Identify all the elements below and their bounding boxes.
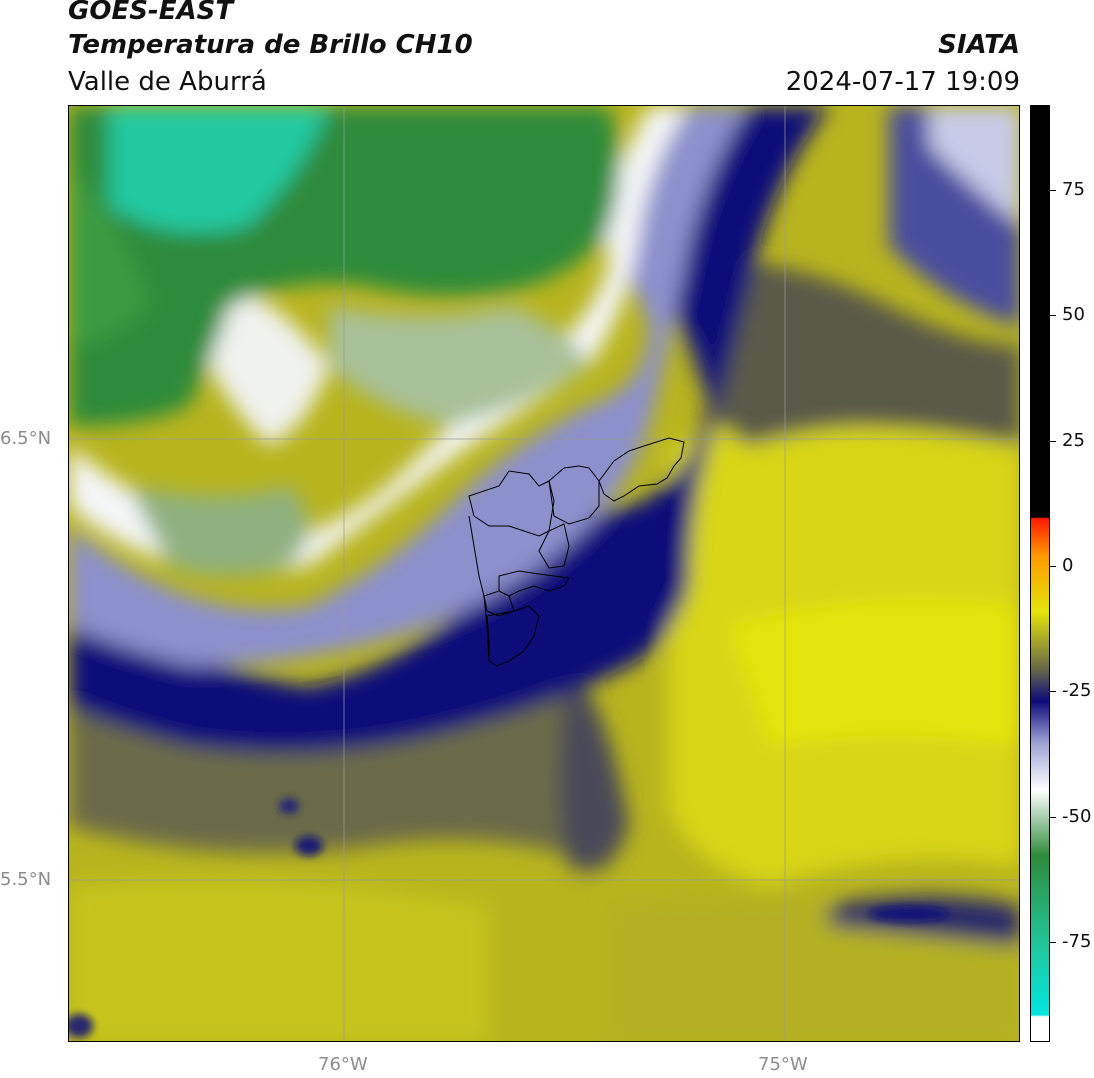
datetime-label: 2024-07-17 19:09 <box>785 67 1020 97</box>
lat-label-6-5n: 6.5°N <box>0 428 52 449</box>
colorbar-tick-label: 50 <box>1062 304 1085 326</box>
organization-label: SIATA <box>938 30 1020 60</box>
municipal-boundaries <box>468 437 685 667</box>
brightness-temperature-field <box>69 106 1019 1041</box>
title-product: Temperatura de Brillo CH10 <box>68 30 473 60</box>
lon-label-75w: 75°W <box>758 1054 808 1075</box>
colorbar-tick-mark <box>1050 190 1056 192</box>
colorbar-tick-mark <box>1050 565 1056 567</box>
colorbar <box>1030 105 1050 1042</box>
colorbar-tick-mark <box>1050 691 1056 693</box>
lon-label-76w: 76°W <box>318 1054 368 1075</box>
graticule <box>69 106 1019 1041</box>
colorbar-tick-mark <box>1050 315 1056 317</box>
colorbar-tick-mark <box>1050 440 1056 442</box>
colorbar-tick-label: -75 <box>1062 930 1092 952</box>
region-label: Valle de Aburrá <box>68 67 267 97</box>
colorbar-tick-mark <box>1050 941 1056 943</box>
colorbar-tick-mark <box>1050 816 1056 818</box>
title-satellite: GOES-EAST <box>68 0 234 26</box>
colorbar-tick-label: -50 <box>1062 805 1092 827</box>
colorbar-tick-label: -25 <box>1062 680 1092 702</box>
colorbar-tick-label: 75 <box>1062 179 1085 201</box>
colorbar-gradient <box>1031 106 1049 1041</box>
satellite-map[interactable] <box>68 105 1020 1042</box>
lat-label-5-5n: 5.5°N <box>0 869 52 890</box>
colorbar-tick-label: 0 <box>1062 554 1074 576</box>
colorbar-tick-label: 25 <box>1062 429 1085 451</box>
